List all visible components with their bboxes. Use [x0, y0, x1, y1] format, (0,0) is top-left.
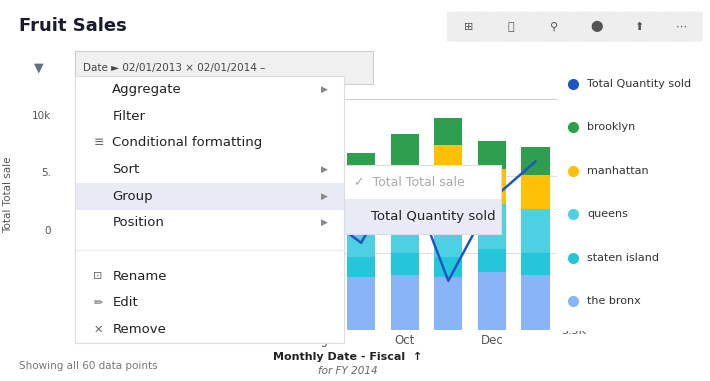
Bar — [303, 209, 332, 253]
Bar — [434, 277, 462, 330]
Text: Sort: Sort — [112, 163, 140, 176]
Text: Group: Group — [112, 190, 153, 203]
Bar — [260, 168, 288, 203]
Text: ▶: ▶ — [322, 218, 328, 227]
Bar — [303, 253, 332, 275]
Bar — [260, 130, 288, 168]
Text: queens: queens — [587, 209, 628, 219]
Bar — [391, 134, 419, 173]
Circle shape — [457, 12, 651, 41]
Text: Fruit Sales: Fruit Sales — [19, 17, 127, 35]
Text: Total Total sale: Total Total sale — [4, 156, 13, 232]
Bar — [478, 141, 506, 169]
Bar — [260, 272, 288, 330]
Text: Conditional formatting: Conditional formatting — [112, 136, 263, 149]
Bar — [521, 209, 550, 253]
Bar — [303, 175, 332, 209]
Text: ✏: ✏ — [94, 298, 103, 308]
Text: Monthly Date - Fiscal  ↑: Monthly Date - Fiscal ↑ — [273, 352, 422, 362]
Bar — [434, 256, 462, 277]
Bar — [347, 256, 376, 277]
FancyBboxPatch shape — [344, 199, 501, 234]
Text: Total Quantity sold: Total Quantity sold — [587, 79, 692, 89]
Bar — [478, 204, 506, 249]
Text: Remove: Remove — [112, 323, 166, 336]
Text: Position: Position — [112, 216, 164, 229]
Bar — [478, 169, 506, 204]
Bar — [391, 173, 419, 208]
Text: ⬤: ⬤ — [590, 21, 603, 32]
Text: ⚲: ⚲ — [550, 22, 558, 32]
Y-axis label: Total Quantity sold: Total Quantity sold — [613, 165, 623, 263]
Text: Date ► 02/01/2013 × 02/01/2014 –: Date ► 02/01/2013 × 02/01/2014 – — [84, 62, 266, 73]
Bar — [391, 208, 419, 253]
Bar — [260, 203, 288, 248]
Text: ▶: ▶ — [322, 85, 328, 94]
Bar — [434, 214, 462, 256]
Text: ✓  Total Total sale: ✓ Total Total sale — [354, 176, 464, 189]
Text: Aggregate: Aggregate — [112, 83, 182, 96]
Text: ▼: ▼ — [34, 61, 44, 74]
Text: ⬆: ⬆ — [634, 22, 644, 32]
Bar — [347, 214, 376, 256]
Bar — [434, 145, 462, 214]
Text: ⋯: ⋯ — [676, 22, 687, 32]
Text: ▶: ▶ — [322, 165, 328, 174]
Text: for FY 2014: for FY 2014 — [318, 366, 378, 376]
Text: ⊞: ⊞ — [464, 22, 474, 32]
Text: brooklyn: brooklyn — [587, 122, 635, 132]
Text: Filter: Filter — [112, 110, 146, 123]
Text: staten island: staten island — [587, 253, 659, 263]
Circle shape — [371, 12, 566, 41]
Text: Edit: Edit — [112, 296, 138, 309]
Bar — [391, 253, 419, 275]
Bar — [303, 275, 332, 330]
Text: 0: 0 — [45, 226, 51, 235]
Bar — [521, 175, 550, 209]
Bar — [391, 275, 419, 330]
Bar — [521, 275, 550, 330]
Text: ≡: ≡ — [94, 136, 104, 149]
Text: ⬛: ⬛ — [508, 22, 515, 32]
Bar — [478, 249, 506, 272]
Text: manhattan: manhattan — [587, 166, 649, 176]
Bar — [303, 147, 332, 175]
Circle shape — [414, 12, 608, 41]
Text: Rename: Rename — [112, 270, 167, 283]
Bar — [434, 118, 462, 145]
Circle shape — [584, 12, 710, 41]
Text: Showing all 60 data points: Showing all 60 data points — [19, 361, 158, 371]
Bar — [478, 272, 506, 330]
Text: ✕: ✕ — [94, 325, 103, 335]
Text: Total Quantity sold: Total Quantity sold — [354, 210, 496, 223]
Bar — [521, 253, 550, 275]
Text: ⊡: ⊡ — [94, 271, 103, 281]
Circle shape — [499, 12, 694, 41]
Text: ▶: ▶ — [322, 192, 328, 201]
Text: the bronx: the bronx — [587, 296, 641, 306]
Bar — [260, 248, 288, 272]
Text: 5.: 5. — [41, 168, 51, 178]
FancyBboxPatch shape — [75, 183, 344, 210]
Bar — [521, 147, 550, 175]
Bar — [347, 181, 376, 214]
Text: 10k: 10k — [32, 111, 51, 121]
Circle shape — [542, 12, 710, 41]
Bar — [347, 154, 376, 181]
Bar — [347, 277, 376, 330]
